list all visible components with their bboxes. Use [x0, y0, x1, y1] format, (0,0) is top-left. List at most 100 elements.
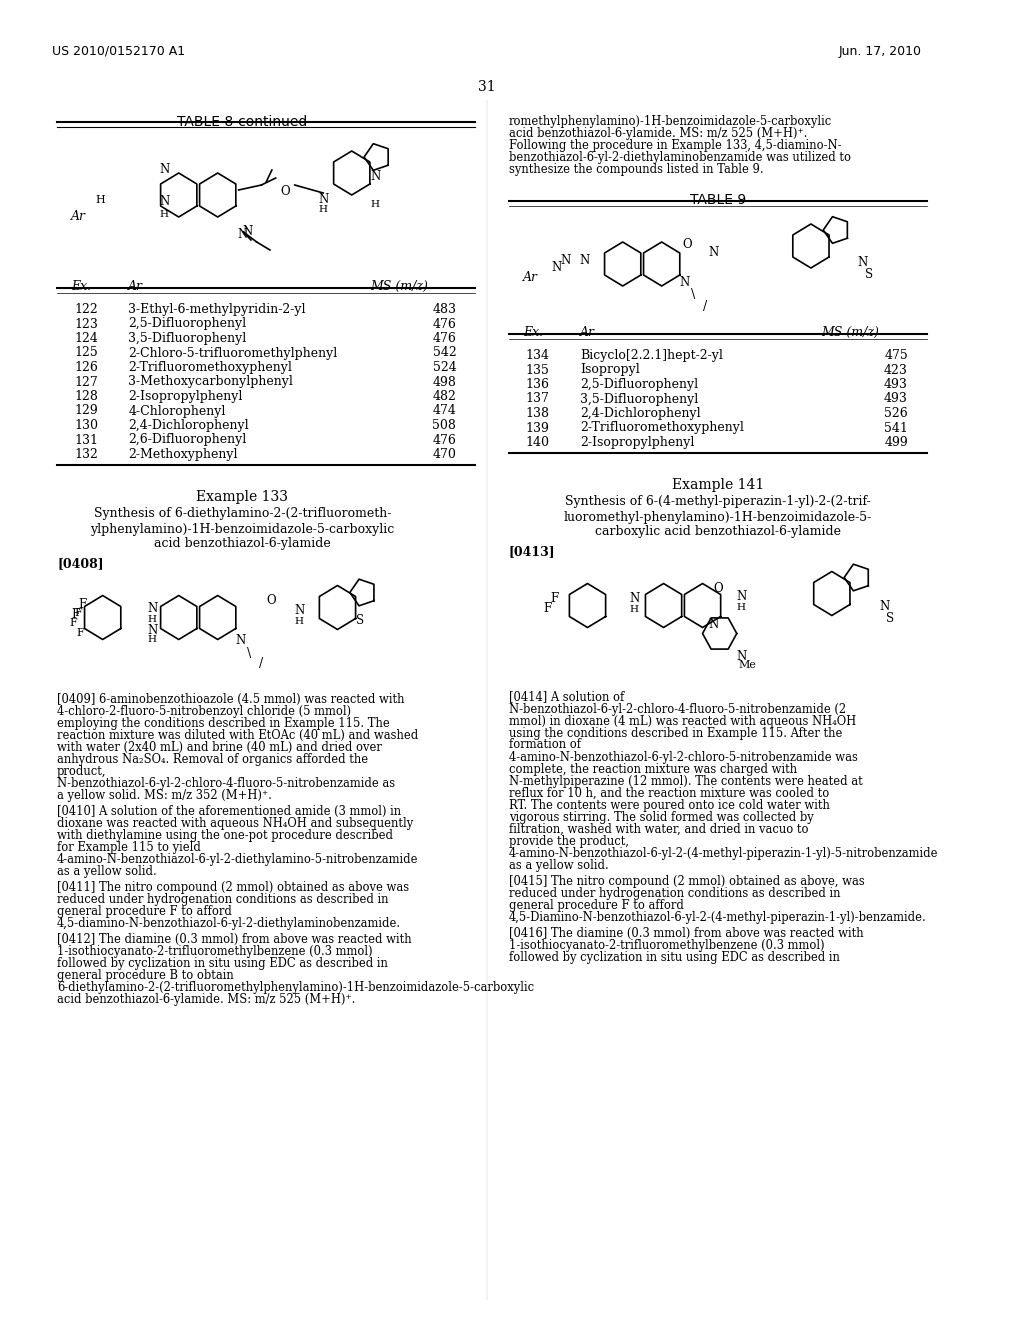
Text: O: O — [266, 594, 275, 607]
Text: 2,6-Difluorophenyl: 2,6-Difluorophenyl — [128, 433, 247, 446]
Text: S: S — [865, 268, 873, 281]
Text: Ar: Ar — [72, 210, 86, 223]
Text: Ar: Ar — [523, 271, 538, 284]
Text: 493: 493 — [884, 378, 908, 391]
Text: 474: 474 — [432, 404, 457, 417]
Text: Example 133: Example 133 — [197, 490, 289, 503]
Text: 4-amino-N-benzothiazol-6-yl-2-(4-methyl-piperazin-1-yl)-5-nitrobenzamide: 4-amino-N-benzothiazol-6-yl-2-(4-methyl-… — [509, 846, 938, 859]
Text: N: N — [160, 162, 170, 176]
Text: MS (m/z): MS (m/z) — [371, 280, 428, 293]
Text: 2,4-Dichlorophenyl: 2,4-Dichlorophenyl — [580, 407, 700, 420]
Text: N-benzothiazol-6-yl-2-chloro-4-fluoro-5-nitrobenzamide as: N-benzothiazol-6-yl-2-chloro-4-fluoro-5-… — [57, 776, 395, 789]
Text: formation of: formation of — [509, 738, 581, 751]
Text: [0409] 6-aminobenzothioazole (4.5 mmol) was reacted with: [0409] 6-aminobenzothioazole (4.5 mmol) … — [57, 693, 404, 705]
Text: [0415] The nitro compound (2 mmol) obtained as above, was: [0415] The nitro compound (2 mmol) obtai… — [509, 874, 864, 887]
Text: product,: product, — [57, 764, 106, 777]
Text: H: H — [147, 635, 157, 644]
Text: 2-Trifluoromethoxyphenyl: 2-Trifluoromethoxyphenyl — [580, 421, 743, 434]
Text: 2,4-Dichlorophenyl: 2,4-Dichlorophenyl — [128, 418, 249, 432]
Text: [0413]: [0413] — [509, 545, 555, 558]
Text: 475: 475 — [884, 348, 908, 362]
Text: F: F — [72, 607, 80, 620]
Text: Jun. 17, 2010: Jun. 17, 2010 — [839, 45, 922, 58]
Text: Ex.: Ex. — [523, 326, 543, 339]
Text: TABLE 8-continued: TABLE 8-continued — [177, 115, 307, 129]
Text: N: N — [236, 635, 246, 648]
Text: Me: Me — [738, 660, 757, 671]
Text: [0410] A solution of the aforementioned amide (3 mmol) in: [0410] A solution of the aforementioned … — [57, 804, 401, 817]
Text: 6-diethylamino-2-(2-trifluoromethylphenylamino)-1H-benzoimidazole-5-carboxylic: 6-diethylamino-2-(2-trifluoromethylpheny… — [57, 981, 535, 994]
Text: 508: 508 — [432, 418, 457, 432]
Text: H: H — [736, 602, 745, 611]
Text: general procedure F to afford: general procedure F to afford — [509, 899, 683, 912]
Text: 135: 135 — [525, 363, 550, 376]
Text: 131: 131 — [74, 433, 98, 446]
Text: 123: 123 — [74, 318, 98, 330]
Text: 137: 137 — [525, 392, 550, 405]
Text: dioxane was reacted with aqueous NH₄OH and subsequently: dioxane was reacted with aqueous NH₄OH a… — [57, 817, 414, 829]
Text: H: H — [318, 205, 328, 214]
Text: N: N — [243, 224, 253, 238]
Text: 2-Isopropylphenyl: 2-Isopropylphenyl — [128, 389, 243, 403]
Text: Example 141: Example 141 — [672, 478, 764, 491]
Text: 542: 542 — [432, 346, 457, 359]
Text: 138: 138 — [525, 407, 550, 420]
Text: 130: 130 — [74, 418, 98, 432]
Text: H: H — [95, 195, 104, 205]
Text: /: / — [259, 657, 263, 671]
Text: 3,5-Difluorophenyl: 3,5-Difluorophenyl — [580, 392, 698, 405]
Text: N-benzothiazol-6-yl-2-chloro-4-fluoro-5-nitrobenzamide (2: N-benzothiazol-6-yl-2-chloro-4-fluoro-5-… — [509, 702, 846, 715]
Text: followed by cyclization in situ using EDC as described in: followed by cyclization in situ using ED… — [57, 957, 388, 969]
Text: RT. The contents were poured onto ice cold water with: RT. The contents were poured onto ice co… — [509, 799, 829, 812]
Text: Ex.: Ex. — [72, 280, 91, 293]
Text: 139: 139 — [525, 421, 550, 434]
Text: 541: 541 — [884, 421, 908, 434]
Text: 2-Trifluoromethoxyphenyl: 2-Trifluoromethoxyphenyl — [128, 360, 292, 374]
Text: F: F — [551, 593, 559, 606]
Text: with diethylamine using the one-pot procedure described: with diethylamine using the one-pot proc… — [57, 829, 393, 842]
Text: F: F — [76, 627, 84, 638]
Text: N-methylpiperazine (12 mmol). The contents were heated at: N-methylpiperazine (12 mmol). The conten… — [509, 775, 862, 788]
Text: anhydrous Na₂SO₄. Removal of organics afforded the: anhydrous Na₂SO₄. Removal of organics af… — [57, 752, 369, 766]
Text: 526: 526 — [884, 407, 908, 420]
Text: Ar: Ar — [580, 326, 595, 339]
Text: N: N — [680, 276, 690, 289]
Text: synthesize the compounds listed in Table 9.: synthesize the compounds listed in Table… — [509, 162, 763, 176]
Text: F: F — [78, 598, 86, 610]
Text: provide the product,: provide the product, — [509, 834, 629, 847]
Text: reflux for 10 h, and the reaction mixture was cooled to: reflux for 10 h, and the reaction mixtur… — [509, 787, 828, 800]
Text: filtration, washed with water, and dried in vacuo to: filtration, washed with water, and dried… — [509, 822, 808, 836]
Text: [0412] The diamine (0.3 mmol) from above was reacted with: [0412] The diamine (0.3 mmol) from above… — [57, 932, 412, 945]
Text: 134: 134 — [525, 348, 550, 362]
Text: H: H — [147, 615, 157, 623]
Text: using the conditions described in Example 115. After the: using the conditions described in Exampl… — [509, 726, 842, 739]
Text: Synthesis of 6-diethylamino-2-(2-trifluorometh-
ylphenylamino)-1H-benzoimidazole: Synthesis of 6-diethylamino-2-(2-trifluo… — [90, 507, 394, 550]
Text: 132: 132 — [74, 447, 98, 461]
Text: H: H — [371, 201, 380, 209]
Text: N: N — [318, 193, 329, 206]
Text: benzothiazol-6-yl-2-diethylaminobenzamide was utilized to: benzothiazol-6-yl-2-diethylaminobenzamid… — [509, 150, 851, 164]
Text: N: N — [857, 256, 867, 269]
Text: N: N — [630, 593, 640, 606]
FancyBboxPatch shape — [76, 135, 457, 265]
Text: 476: 476 — [432, 333, 457, 345]
Text: 4-amino-N-benzothiazol-6-yl-2-diethylamino-5-nitrobenzamide: 4-amino-N-benzothiazol-6-yl-2-diethylami… — [57, 853, 419, 866]
Text: 122: 122 — [74, 304, 98, 315]
Text: 4,5-Diamino-N-benzothiazol-6-yl-2-(4-methyl-piperazin-1-yl)-benzamide.: 4,5-Diamino-N-benzothiazol-6-yl-2-(4-met… — [509, 911, 927, 924]
Text: TABLE 9: TABLE 9 — [689, 193, 745, 207]
Text: N: N — [147, 602, 158, 615]
Text: general procedure F to afford: general procedure F to afford — [57, 904, 231, 917]
Text: \: \ — [691, 288, 695, 301]
Text: [0416] The diamine (0.3 mmol) from above was reacted with: [0416] The diamine (0.3 mmol) from above… — [509, 927, 863, 940]
Text: N: N — [371, 170, 381, 183]
Text: 2-Isopropylphenyl: 2-Isopropylphenyl — [580, 436, 694, 449]
Text: followed by cyclization in situ using EDC as described in: followed by cyclization in situ using ED… — [509, 950, 840, 964]
Text: 3-Methoxycarbonylphenyl: 3-Methoxycarbonylphenyl — [128, 375, 293, 388]
Text: H: H — [295, 616, 304, 626]
Text: [0411] The nitro compound (2 mmol) obtained as above was: [0411] The nitro compound (2 mmol) obtai… — [57, 880, 410, 894]
Text: 2,5-Difluorophenyl: 2,5-Difluorophenyl — [128, 318, 247, 330]
Text: 483: 483 — [432, 304, 457, 315]
Text: N: N — [147, 624, 158, 638]
Text: 1-isothiocyanato-2-trifluoromethylbenzene (0.3 mmol): 1-isothiocyanato-2-trifluoromethylbenzen… — [509, 939, 824, 952]
Text: 128: 128 — [74, 389, 98, 403]
